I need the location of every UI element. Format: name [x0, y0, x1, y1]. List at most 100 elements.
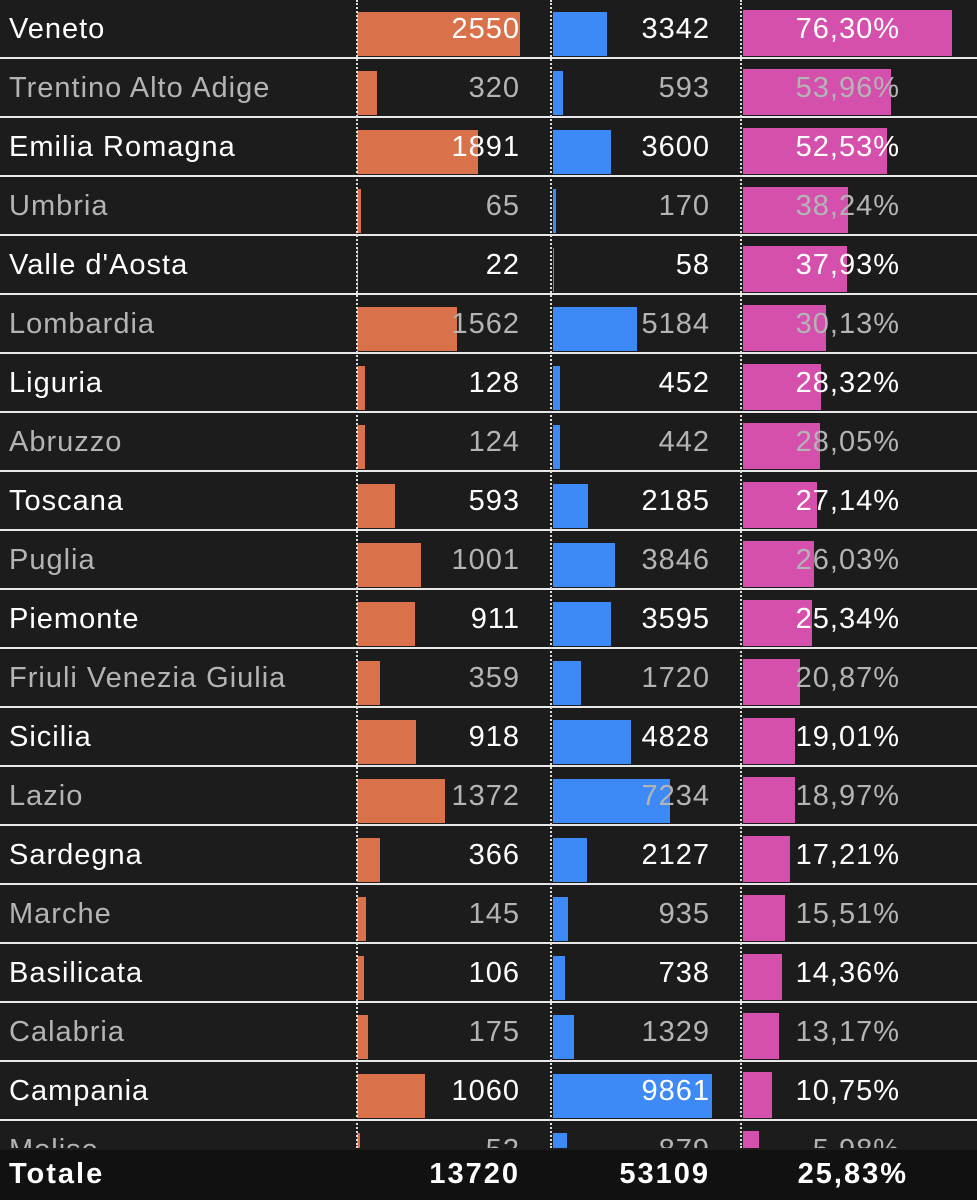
bar-a: [357, 12, 520, 56]
bar-a: [357, 425, 365, 469]
bar-a: [357, 543, 421, 587]
region-name: Molise: [9, 1121, 99, 1148]
total-a: 13720: [429, 1158, 520, 1190]
bar-b: [553, 602, 611, 646]
table-row: Sardegna 366 2127 17,21%: [0, 826, 977, 885]
bar-b: [553, 189, 556, 233]
bar-b: [553, 130, 612, 174]
value-b: 9861: [641, 1075, 710, 1107]
value-a: 52: [357, 1121, 520, 1148]
value-b: 5184: [641, 308, 710, 340]
bar-pct: [743, 600, 813, 646]
value-b: 935: [658, 898, 710, 930]
region-name: Sicilia: [9, 721, 92, 753]
value-a: 911: [470, 603, 520, 635]
total-label: Totale: [9, 1158, 105, 1190]
value-a: 175: [468, 1016, 520, 1048]
region-name: Toscana: [9, 485, 125, 517]
region-name: Lombardia: [9, 308, 156, 340]
bar-pct: [743, 482, 818, 528]
bar-pct: [743, 305, 826, 351]
table-row: Lazio 1372 7234 18,97%: [0, 767, 977, 826]
region-name: Campania: [9, 1075, 150, 1107]
value-b: 1720: [641, 662, 710, 694]
bar-b: [553, 779, 670, 823]
bar-pct: [743, 718, 796, 764]
bar-a: [357, 602, 416, 646]
value-a: 1372: [451, 780, 520, 812]
table-row: Trentino Alto Adige 320 593 53,96%: [0, 59, 977, 118]
region-name: Valle d'Aosta: [9, 249, 189, 281]
bar-pct: [743, 1072, 773, 1118]
value-pct: 15,51%: [795, 898, 900, 930]
value-pct: 28,32%: [795, 367, 900, 399]
bar-a: [357, 484, 395, 528]
bar-pct: [743, 246, 847, 292]
value-b: 58: [675, 249, 710, 281]
value-a: 1001: [451, 544, 520, 576]
region-name: Umbria: [9, 190, 109, 222]
bar-b: [553, 307, 637, 351]
value-b: 738: [658, 957, 710, 989]
bar-pct: [743, 836, 791, 882]
value-a: 366: [468, 839, 520, 871]
bar-a: [357, 956, 364, 1000]
bar-b: [553, 1074, 712, 1118]
value-a: 22: [485, 249, 520, 281]
bar-pct: [743, 659, 801, 705]
value-pct: 53,96%: [795, 72, 900, 104]
bar-pct: [743, 187, 848, 233]
value-pct: 30,13%: [795, 308, 900, 340]
bar-pct: [743, 10, 952, 56]
value-pct: 52,53%: [795, 131, 900, 163]
bar-b: [553, 838, 588, 882]
value-a: 593: [468, 485, 520, 517]
value-b: 7234: [641, 780, 710, 812]
column-divider: [740, 0, 742, 1148]
bar-a: [357, 897, 367, 941]
bar-b: [553, 12, 607, 56]
bar-pct: [743, 895, 786, 941]
bar-a: [357, 838, 381, 882]
bar-pct: [743, 364, 821, 410]
region-name: Friuli Venezia Giulia: [9, 662, 287, 694]
table-row: Valle d'Aosta 22 58 37,93%: [0, 236, 977, 295]
bar-a: [357, 130, 478, 174]
bar-pct: [743, 541, 815, 587]
value-b: 3600: [641, 131, 710, 163]
table-row: Friuli Venezia Giulia 359 1720 20,87%: [0, 649, 977, 708]
table-row: Calabria 175 1329 13,17%: [0, 1003, 977, 1062]
region-name: Piemonte: [9, 603, 140, 635]
table-row: Puglia 1001 3846 26,03%: [0, 531, 977, 590]
table-row: Molise 52 879 5,98%: [0, 1121, 977, 1148]
bar-a: [357, 1074, 425, 1118]
bar-pct: [743, 777, 795, 823]
value-b: 3595: [641, 603, 710, 635]
value-b: 442: [658, 426, 710, 458]
bar-pct: [743, 954, 783, 1000]
bar-a: [357, 71, 378, 115]
value-a: 359: [468, 662, 520, 694]
value-pct: 14,36%: [795, 957, 900, 989]
region-name: Sardegna: [9, 839, 143, 871]
value-pct: 10,75%: [795, 1075, 900, 1107]
bar-a: [357, 779, 445, 823]
value-a: 2550: [451, 13, 520, 45]
value-a: 128: [468, 367, 520, 399]
bar-a: [357, 189, 362, 233]
value-a: 1891: [451, 131, 520, 163]
bar-pct: [743, 423, 820, 469]
bar-b: [553, 366, 561, 410]
table-row: Marche 145 935 15,51%: [0, 885, 977, 944]
bar-a: [357, 720, 416, 764]
table-row: Emilia Romagna 1891 3600 52,53%: [0, 118, 977, 177]
value-b: 3342: [641, 13, 710, 45]
total-b: 53109: [619, 1158, 710, 1190]
bar-b: [553, 425, 561, 469]
value-b: 2127: [641, 839, 710, 871]
value-pct: 5,98%: [743, 1121, 900, 1148]
bar-pct: [743, 128, 887, 174]
bar-b: [553, 956, 565, 1000]
bar-a: [357, 307, 457, 351]
